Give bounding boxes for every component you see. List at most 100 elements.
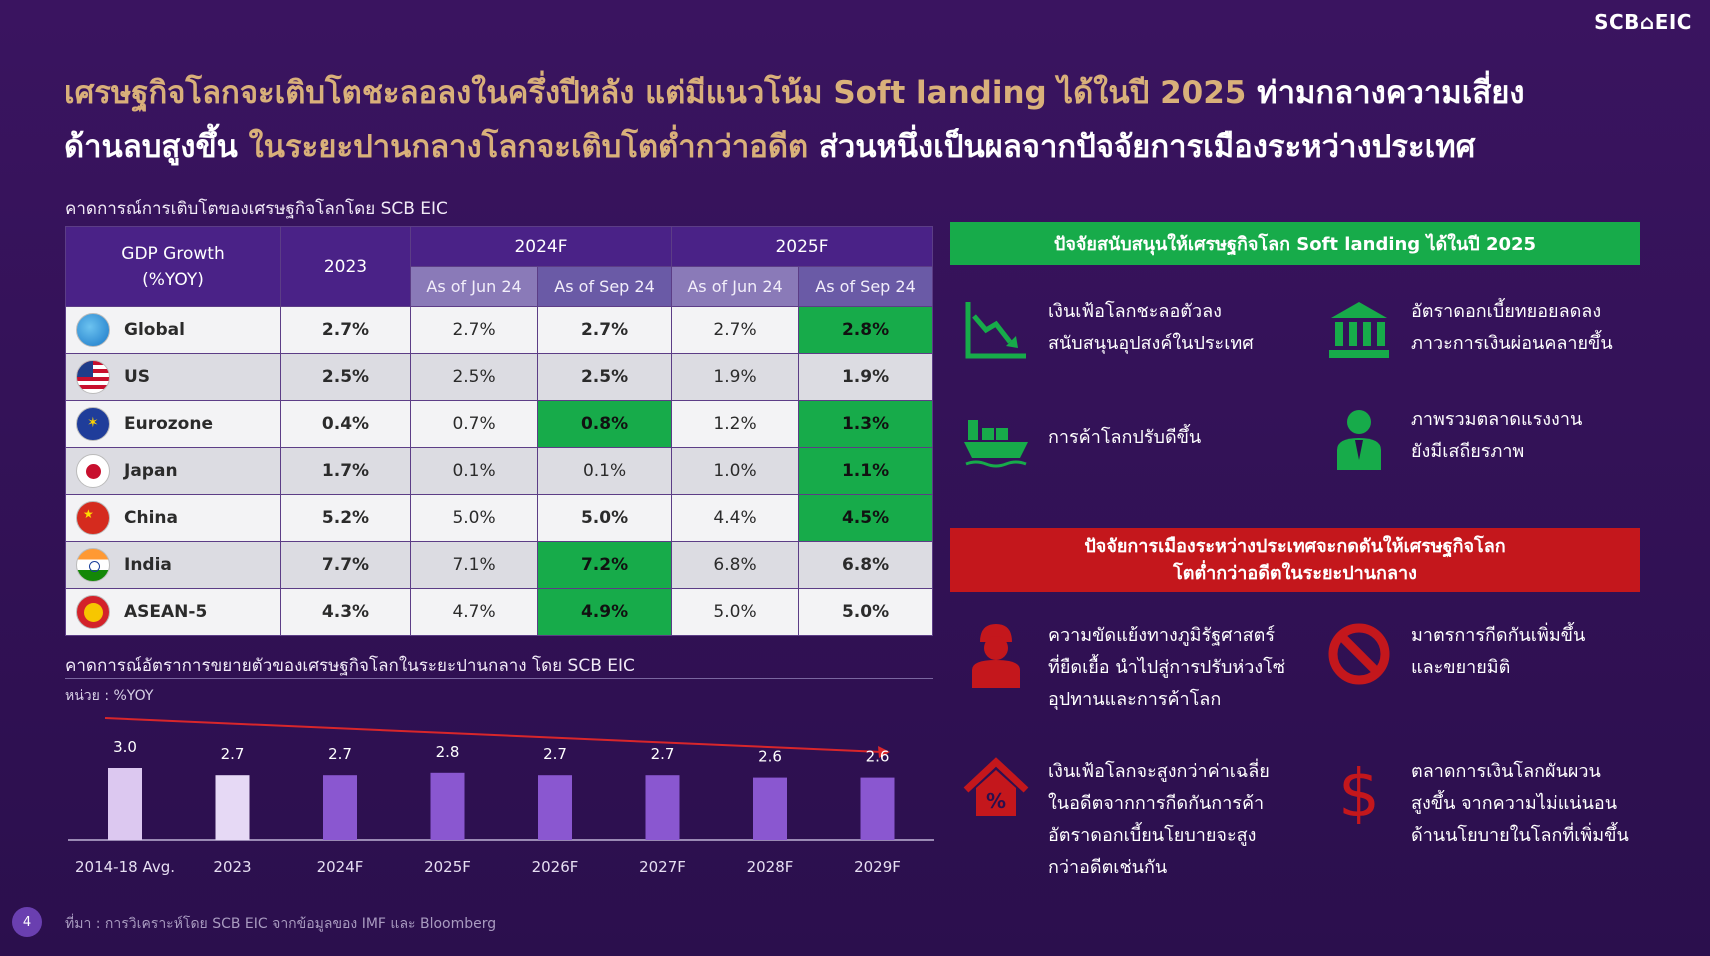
risk-item-volatility: $ ตลาดการเงินโลกผันผวน สูงขึ้น จากความไม…	[1325, 756, 1629, 852]
header-gdp-unit: (%YOY)	[142, 269, 204, 290]
divider	[65, 678, 933, 679]
bar	[645, 775, 680, 840]
header-2023: 2023	[280, 226, 411, 307]
support-item-text: เงินเฟ้อโลกชะลอตัวลง สนับสนุนอุปสงค์ในปร…	[1048, 301, 1254, 354]
bar-value-label: 2.8	[436, 743, 460, 761]
risk-banner-line: ปัจจัยการเมืองระหว่างประเทศจะกดดันให้เศร…	[1084, 536, 1506, 557]
cell-2024-jun: 0.1%	[409, 447, 539, 495]
support-item-text: อัตราดอกเบี้ยทยอยลดลง ภาวะการเงินผ่อนคลา…	[1411, 301, 1613, 354]
subheader-sep-2024: As of Sep 24	[537, 266, 672, 307]
header-gdp-label: GDP Growth	[121, 243, 225, 264]
support-item-inflation: เงินเฟ้อโลกชะลอตัวลง สนับสนุนอุปสงค์ในปร…	[962, 296, 1254, 364]
china-flag-icon	[76, 501, 110, 535]
cell-2025-sep: 2.8%	[798, 306, 933, 354]
growth-bar-chart: 3.0 2014-18 Avg. 2.7 2023 2.7 2024F 2.8 2025F 2.…	[68, 717, 934, 876]
table-title: คาดการณ์การเติบโตของเศรษฐกิจโลกโดย SCB E…	[65, 199, 448, 219]
risk-item-text: เงินเฟ้อโลกจะสูงกว่าค่าเฉลี่ย ในอดีตจากก…	[1048, 761, 1270, 878]
bar	[215, 775, 250, 840]
bar-value-label: 2.7	[328, 745, 352, 763]
brand-logo: SCB⌂EIC	[1594, 10, 1692, 34]
cell-2025-sep: 4.5%	[798, 494, 933, 542]
worker-icon	[1337, 410, 1381, 470]
svg-text:$: $	[1338, 756, 1380, 824]
soldier-icon	[972, 624, 1020, 688]
prohibited-icon	[1328, 623, 1390, 685]
risk-item-text: ความขัดแย้งทางภูมิรัฐศาสตร์ ที่ยืดเยื้อ …	[1048, 625, 1286, 710]
cell-2024-sep: 4.9%	[537, 588, 672, 636]
cell-2024-sep: 7.2%	[537, 541, 672, 589]
cell-2024-sep: 0.1%	[537, 447, 672, 495]
table-row: India 7.7% 7.1% 7.2% 6.8% 6.8%	[65, 541, 933, 589]
headline-part: เศรษฐกิจโลกจะเติบโตชะลอลงในครึ่งปีหลัง แ…	[64, 75, 1247, 111]
cell-2024-jun: 7.1%	[409, 541, 539, 589]
headline-part: ส่วนหนึ่งเป็นผลจากปัจจัยการเมืองระหว่างป…	[808, 129, 1476, 165]
country-cell: China	[65, 494, 281, 542]
cell-2023: 2.5%	[280, 353, 411, 401]
country-cell: India	[65, 541, 281, 589]
cell-2025-jun: 6.8%	[670, 541, 800, 589]
country-name: Eurozone	[124, 414, 213, 434]
risk-factors-banner: ปัจจัยการเมืองระหว่างประเทศจะกดดันให้เศร…	[950, 528, 1640, 592]
cell-2025-sep: 1.9%	[798, 353, 933, 401]
india-flag-icon	[76, 548, 110, 582]
country-name: Global	[124, 320, 185, 340]
category-label: 2026F	[532, 858, 579, 876]
cell-2023: 1.7%	[280, 447, 411, 495]
us-flag-icon	[76, 360, 110, 394]
globe-icon	[76, 313, 110, 347]
bar	[860, 777, 895, 840]
trend-arrow-line	[104, 717, 883, 753]
cell-2025-sep: 6.8%	[798, 541, 933, 589]
support-item-trade: การค้าโลกปรับดีขึ้น	[962, 404, 1201, 472]
bar-value-label: 3.0	[113, 738, 137, 756]
headline: เศรษฐกิจโลกจะเติบโตชะลอลงในครึ่งปีหลัง แ…	[64, 66, 1664, 174]
cargo-ship-icon	[964, 420, 1028, 468]
country-name: India	[124, 555, 172, 575]
bar-value-label: 2.7	[221, 745, 245, 763]
header-2024f: 2024F	[410, 226, 672, 267]
chart-unit: หน่วย : %YOY	[65, 688, 154, 704]
cell-2025-jun: 4.4%	[670, 494, 800, 542]
subheader-jun-2024: As of Jun 24	[409, 266, 539, 307]
cell-2024-sep: 2.7%	[537, 306, 672, 354]
support-item-text: การค้าโลกปรับดีขึ้น	[1048, 427, 1202, 448]
japan-flag-icon	[76, 454, 110, 488]
bar	[323, 775, 357, 840]
cell-2024-jun: 2.7%	[409, 306, 539, 354]
category-label: 2014-18 Avg.	[75, 858, 175, 876]
cell-2025-jun: 5.0%	[670, 588, 800, 636]
table-row: China 5.2% 5.0% 5.0% 4.4% 4.5%	[65, 494, 933, 542]
gdp-forecast-table: GDP Growth (%YOY) 2023 2024F 2025F As of…	[65, 226, 934, 636]
table-row: Eurozone 0.4% 0.7% 0.8% 1.2% 1.3%	[65, 400, 933, 448]
bar	[430, 772, 465, 840]
category-label: 2023	[213, 858, 251, 876]
country-name: US	[124, 367, 151, 387]
table-row: Global 2.7% 2.7% 2.7% 2.7% 2.8%	[65, 306, 933, 354]
bar-value-label: 2.7	[543, 745, 567, 763]
eu-flag-icon	[76, 407, 110, 441]
cell-2023: 0.4%	[280, 400, 411, 448]
headline-part: ในระยะปานกลางโลกจะเติบโตต่ำกว่าอดีต	[237, 129, 809, 165]
bar	[108, 768, 142, 840]
header-gdp-growth: GDP Growth (%YOY)	[65, 226, 281, 307]
cell-2024-sep: 5.0%	[537, 494, 672, 542]
cell-2024-sep: 0.8%	[537, 400, 672, 448]
category-label: 2027F	[639, 858, 686, 876]
cell-2024-jun: 5.0%	[409, 494, 539, 542]
country-cell: Eurozone	[65, 400, 281, 448]
cell-2024-jun: 2.5%	[409, 353, 539, 401]
cell-2025-sep: 1.3%	[798, 400, 933, 448]
subheader-jun-2025: As of Jun 24	[670, 266, 800, 307]
country-cell: US	[65, 353, 281, 401]
country-cell: Global	[65, 306, 281, 354]
declining-chart-icon	[965, 302, 1026, 359]
risk-item-text: มาตรการกีดกันเพิ่มขึ้น และขยายมิติ	[1411, 625, 1586, 678]
cell-2025-jun: 1.9%	[670, 353, 800, 401]
bank-icon	[1329, 302, 1389, 358]
cell-2025-jun: 1.0%	[670, 447, 800, 495]
risk-banner-text: ปัจจัยการเมืองระหว่างประเทศจะกดดันให้เศร…	[1084, 533, 1505, 587]
bar	[538, 775, 572, 840]
bar-value-label: 2.6	[866, 748, 890, 766]
bar	[753, 777, 787, 840]
chart-title: คาดการณ์อัตราการขยายตัวของเศรษฐกิจโลกในร…	[65, 656, 635, 676]
